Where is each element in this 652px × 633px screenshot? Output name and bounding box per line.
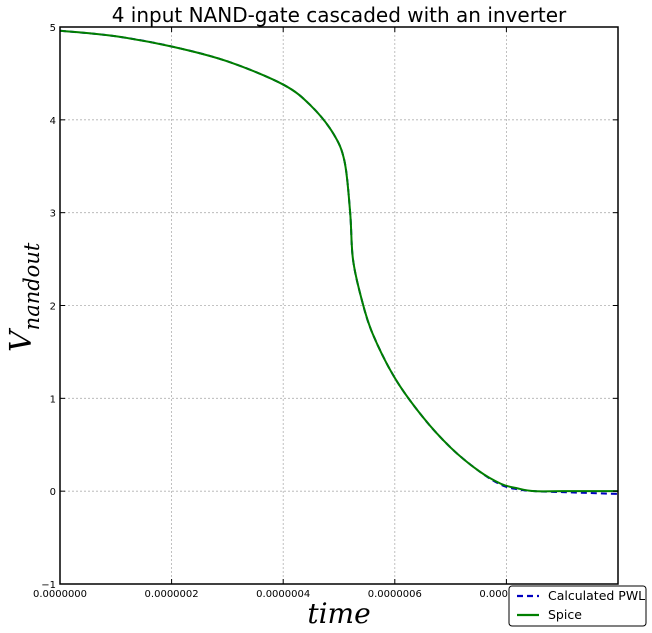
x-tick-label: 0.0000002 <box>145 589 199 600</box>
y-tick-label: 1 <box>50 394 56 405</box>
y-axis-label: Vnandout <box>4 242 44 352</box>
y-tick-label: 3 <box>50 209 56 220</box>
y-tick-label: 5 <box>50 23 56 34</box>
y-axis-label-subscript: nandout <box>20 242 44 330</box>
chart-title: 4 input NAND-gate cascaded with an inver… <box>112 3 567 27</box>
x-tick-label: 0.0000006 <box>368 589 422 600</box>
series-group <box>59 29 619 495</box>
svg-text:Vnandout: Vnandout <box>4 242 44 352</box>
series-line-spice <box>59 29 618 493</box>
y-tick-label: −1 <box>41 580 56 591</box>
ticks: 0.0000000 0.0000002 0.0000004 0.0000006 0.00… <box>33 23 618 600</box>
legend: Calculated PWL Spice <box>508 585 647 627</box>
legend-label-spice: Spice <box>548 607 582 622</box>
x-tick-label: 0.0000008 <box>479 589 533 600</box>
x-axis-label: time <box>307 597 370 630</box>
y-tick-label: 0 <box>50 487 56 498</box>
x-tick-label: 0.0000000 <box>33 589 87 600</box>
y-tick-label: 2 <box>50 302 56 313</box>
legend-box <box>508 585 647 627</box>
y-tick-label: 4 <box>50 116 56 127</box>
legend-label-calculated-pwl: Calculated PWL <box>548 588 645 603</box>
x-tick-label: 0.0000004 <box>256 589 310 600</box>
y-axis-label-main: V <box>4 327 39 352</box>
